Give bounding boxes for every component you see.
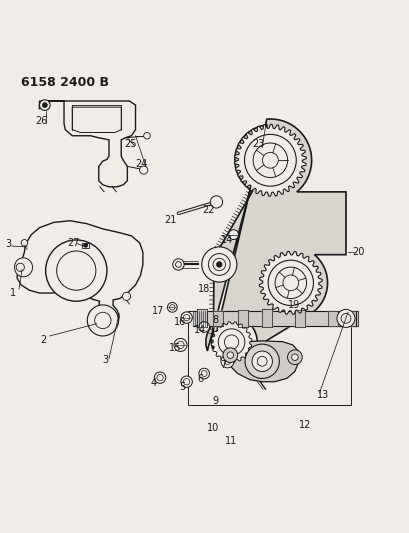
Circle shape bbox=[180, 312, 192, 324]
Polygon shape bbox=[72, 107, 121, 133]
Text: 19: 19 bbox=[287, 300, 299, 310]
Text: 20: 20 bbox=[351, 247, 364, 257]
Text: 6: 6 bbox=[198, 374, 204, 384]
Circle shape bbox=[336, 309, 354, 327]
Polygon shape bbox=[15, 258, 32, 277]
Circle shape bbox=[227, 352, 233, 358]
Text: 6158 2400 B: 6158 2400 B bbox=[21, 77, 109, 90]
Polygon shape bbox=[17, 221, 143, 333]
Text: 26: 26 bbox=[35, 116, 47, 126]
Circle shape bbox=[157, 375, 163, 381]
Polygon shape bbox=[203, 119, 345, 351]
Text: 16: 16 bbox=[174, 317, 186, 327]
Circle shape bbox=[183, 314, 189, 321]
Circle shape bbox=[224, 335, 238, 349]
Text: 2: 2 bbox=[40, 335, 47, 345]
Circle shape bbox=[144, 133, 150, 139]
Circle shape bbox=[291, 354, 297, 360]
Circle shape bbox=[87, 305, 118, 336]
Circle shape bbox=[183, 378, 189, 385]
Circle shape bbox=[267, 260, 313, 305]
Circle shape bbox=[83, 243, 88, 247]
Text: 15: 15 bbox=[169, 343, 181, 353]
Circle shape bbox=[175, 262, 181, 268]
Circle shape bbox=[282, 275, 298, 290]
Text: 25: 25 bbox=[124, 139, 137, 149]
Text: 14: 14 bbox=[193, 325, 206, 335]
Circle shape bbox=[172, 259, 184, 270]
Circle shape bbox=[176, 341, 184, 349]
Circle shape bbox=[42, 103, 47, 108]
Text: 23: 23 bbox=[251, 139, 264, 149]
Circle shape bbox=[45, 240, 107, 301]
Circle shape bbox=[210, 196, 222, 208]
Circle shape bbox=[198, 368, 209, 379]
Circle shape bbox=[122, 292, 130, 301]
Circle shape bbox=[16, 263, 24, 271]
Circle shape bbox=[244, 134, 296, 186]
Circle shape bbox=[218, 329, 244, 356]
Circle shape bbox=[180, 376, 192, 387]
Text: 3: 3 bbox=[101, 356, 108, 366]
Polygon shape bbox=[211, 322, 251, 362]
Circle shape bbox=[245, 344, 279, 378]
Text: 4: 4 bbox=[151, 378, 157, 388]
Text: 5: 5 bbox=[179, 382, 185, 392]
Text: 22: 22 bbox=[202, 205, 214, 215]
Circle shape bbox=[173, 338, 187, 351]
Circle shape bbox=[262, 152, 278, 168]
Text: 1: 1 bbox=[10, 288, 16, 298]
Polygon shape bbox=[234, 124, 306, 196]
Circle shape bbox=[257, 357, 266, 366]
Circle shape bbox=[139, 166, 147, 174]
Polygon shape bbox=[259, 252, 321, 314]
Polygon shape bbox=[39, 101, 135, 187]
Circle shape bbox=[94, 312, 111, 329]
Circle shape bbox=[201, 247, 236, 282]
Circle shape bbox=[201, 370, 207, 376]
Circle shape bbox=[208, 254, 229, 276]
Text: 24: 24 bbox=[135, 159, 148, 169]
Circle shape bbox=[56, 251, 96, 290]
Text: 3: 3 bbox=[5, 239, 11, 249]
Text: 13: 13 bbox=[317, 390, 329, 400]
Text: 21: 21 bbox=[164, 214, 176, 224]
Polygon shape bbox=[82, 243, 88, 248]
Circle shape bbox=[340, 313, 350, 324]
Circle shape bbox=[213, 259, 225, 271]
Circle shape bbox=[287, 350, 301, 365]
Circle shape bbox=[21, 239, 27, 246]
Polygon shape bbox=[227, 341, 297, 382]
Text: 8: 8 bbox=[211, 314, 218, 325]
Circle shape bbox=[39, 100, 50, 110]
Text: 7: 7 bbox=[220, 360, 226, 369]
Text: 10: 10 bbox=[207, 423, 219, 433]
Circle shape bbox=[198, 321, 209, 332]
Text: 17: 17 bbox=[151, 306, 164, 317]
Text: 27: 27 bbox=[67, 238, 79, 248]
Circle shape bbox=[274, 267, 306, 298]
Circle shape bbox=[169, 305, 175, 310]
Circle shape bbox=[222, 348, 237, 362]
Text: 12: 12 bbox=[298, 420, 310, 430]
Circle shape bbox=[252, 351, 272, 372]
Text: 14: 14 bbox=[221, 235, 233, 245]
Circle shape bbox=[228, 230, 238, 239]
Circle shape bbox=[224, 358, 230, 365]
Circle shape bbox=[252, 143, 287, 177]
Circle shape bbox=[216, 262, 222, 267]
Text: 18: 18 bbox=[197, 284, 209, 294]
Circle shape bbox=[167, 302, 177, 312]
Circle shape bbox=[220, 355, 234, 368]
Text: 11: 11 bbox=[225, 436, 237, 446]
Circle shape bbox=[154, 372, 165, 383]
Text: 9: 9 bbox=[211, 397, 218, 406]
